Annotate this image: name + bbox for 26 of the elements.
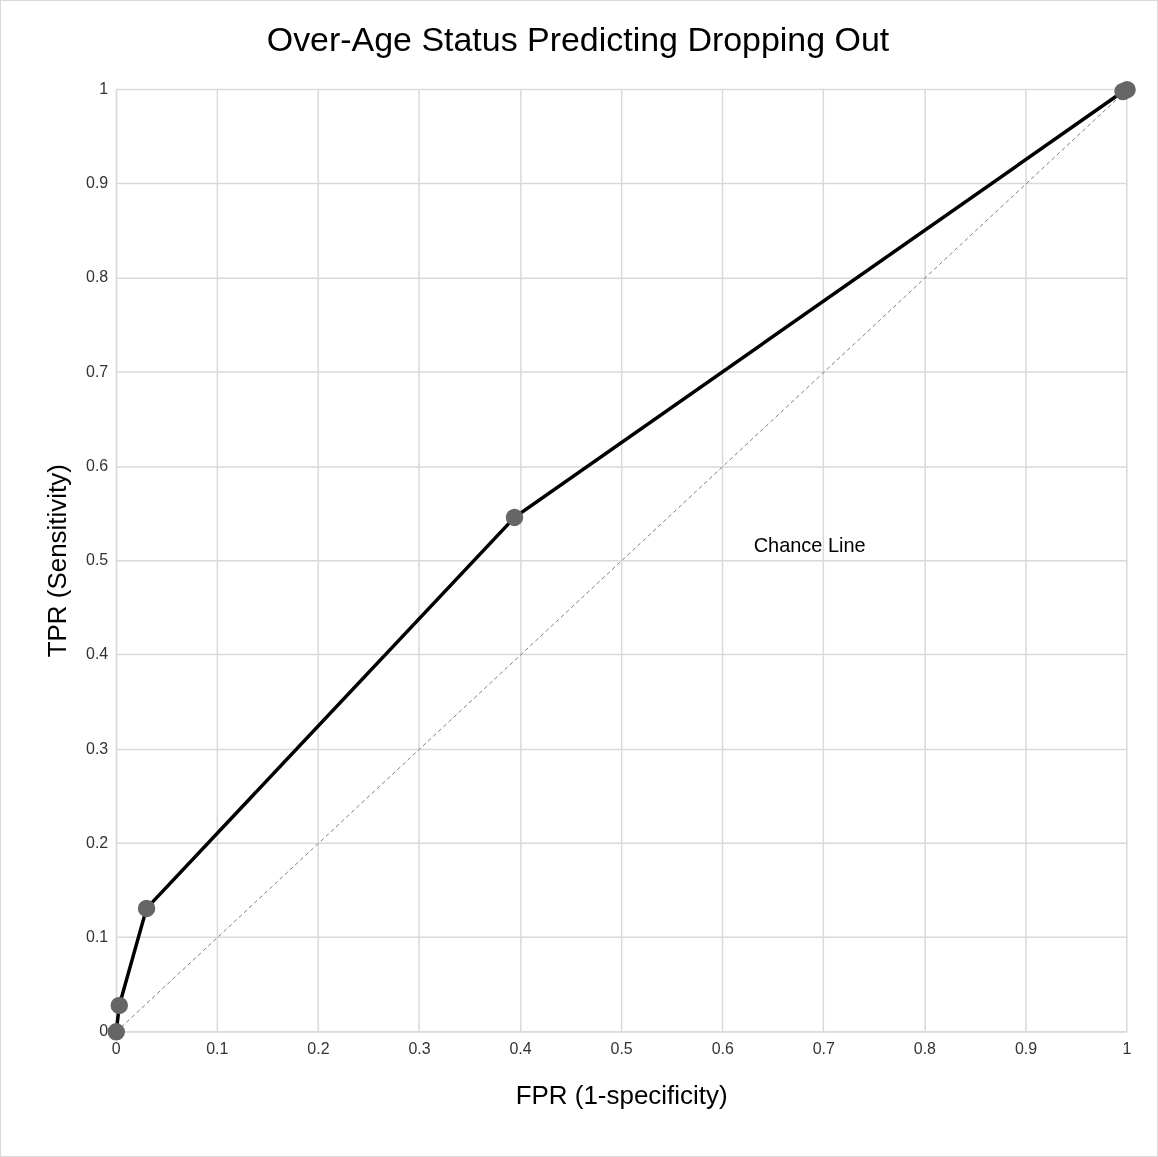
y-tick-label: 0.1 [86, 928, 109, 945]
x-tick-label: 0.2 [307, 1039, 330, 1057]
x-axis-title: FPR (1-specificity) [515, 1080, 728, 1109]
y-tick-label: 0.7 [86, 362, 109, 380]
x-tick-label: 1 [1122, 1039, 1132, 1057]
x-tick-label: 0 [111, 1039, 121, 1057]
y-tick-label: 0.8 [86, 268, 109, 286]
y-axis-title: TPR (Sensitivity) [42, 464, 71, 658]
x-tick-label: 0.8 [913, 1039, 937, 1057]
x-tick-label: 0.6 [711, 1039, 734, 1057]
x-tick-label: 0.4 [509, 1039, 532, 1057]
x-tick-label: 0.1 [206, 1039, 229, 1057]
y-tick-label: 1 [99, 80, 109, 98]
y-tick-label: 0.2 [86, 833, 109, 851]
x-tick-label: 0.9 [1014, 1039, 1038, 1057]
y-tick-label: 0.9 [86, 174, 109, 192]
annotation: Chance Line [753, 534, 866, 557]
x-tick-label: 0.3 [408, 1039, 431, 1057]
x-tick-label: 0.5 [610, 1039, 633, 1057]
y-tick-label: 0.5 [86, 551, 109, 569]
y-tick-label: 0.3 [86, 739, 109, 757]
y-tick-label: 0.6 [86, 456, 109, 474]
y-tick-label: 0 [99, 1022, 109, 1040]
chart-title: Over-Age Status Predicting Dropping Out [266, 19, 890, 58]
x-tick-label: 0.7 [812, 1039, 836, 1057]
y-tick-label: 0.4 [86, 645, 109, 663]
